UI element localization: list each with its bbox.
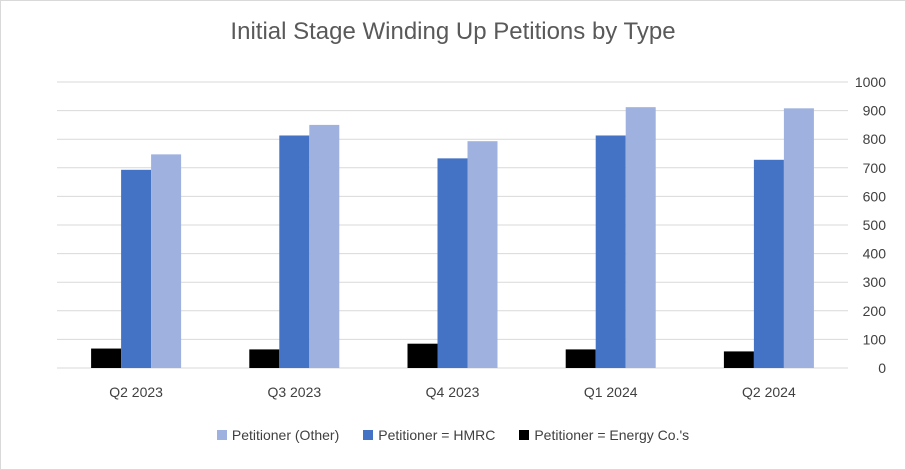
x-tick-label: Q4 2023 — [426, 384, 480, 400]
bar — [249, 349, 280, 368]
bar — [121, 169, 152, 368]
legend-label: Petitioner = HMRC — [378, 427, 496, 443]
y-tick-label: 700 — [863, 160, 887, 176]
y-tick-label: 100 — [863, 331, 887, 347]
legend-label: Petitioner = Energy Co.'s — [534, 427, 690, 443]
bar — [753, 159, 784, 368]
y-tick-label: 1000 — [855, 74, 886, 90]
bar — [783, 108, 814, 368]
bar — [565, 349, 596, 368]
bar — [151, 154, 182, 368]
y-axis-ticks: 0 100 200 300 400 500 600 700 800 900 1000 — [855, 74, 886, 376]
x-axis-ticks: Q2 2023 Q3 2023 Q4 2023 Q1 2024 Q2 2024 — [109, 384, 796, 400]
y-tick-label: 200 — [863, 303, 887, 319]
bar — [625, 107, 656, 368]
y-tick-label: 300 — [863, 274, 887, 290]
y-tick-label: 900 — [863, 103, 887, 119]
legend-item: Petitioner = Energy Co.'s — [519, 427, 689, 443]
x-tick-label: Q1 2024 — [584, 384, 638, 400]
bar — [723, 351, 754, 368]
bar — [279, 135, 310, 368]
legend: Petitioner (Other) Petitioner = HMRC Petit… — [0, 427, 906, 443]
bar — [407, 343, 438, 368]
x-tick-label: Q3 2023 — [267, 384, 321, 400]
bar — [91, 348, 122, 368]
chart-title: Initial Stage Winding Up Petitions by Ty… — [230, 18, 676, 45]
y-tick-label: 800 — [863, 131, 887, 147]
bar — [595, 135, 626, 368]
legend-item: Petitioner = HMRC — [363, 427, 495, 443]
y-tick-label: 500 — [863, 217, 887, 233]
x-tick-label: Q2 2023 — [109, 384, 163, 400]
y-tick-label: 600 — [863, 188, 887, 204]
legend-swatch — [519, 430, 530, 440]
legend-item: Petitioner (Other) — [216, 427, 340, 443]
y-tick-label: 400 — [863, 246, 887, 262]
bar — [467, 141, 498, 368]
legend-swatch — [216, 430, 227, 440]
bar — [309, 124, 340, 369]
y-tick-label: 0 — [878, 360, 886, 376]
bar — [437, 158, 468, 368]
x-tick-label: Q2 2024 — [742, 384, 796, 400]
bars — [91, 107, 814, 369]
legend-swatch — [363, 430, 374, 440]
legend-label: Petitioner (Other) — [231, 427, 340, 443]
